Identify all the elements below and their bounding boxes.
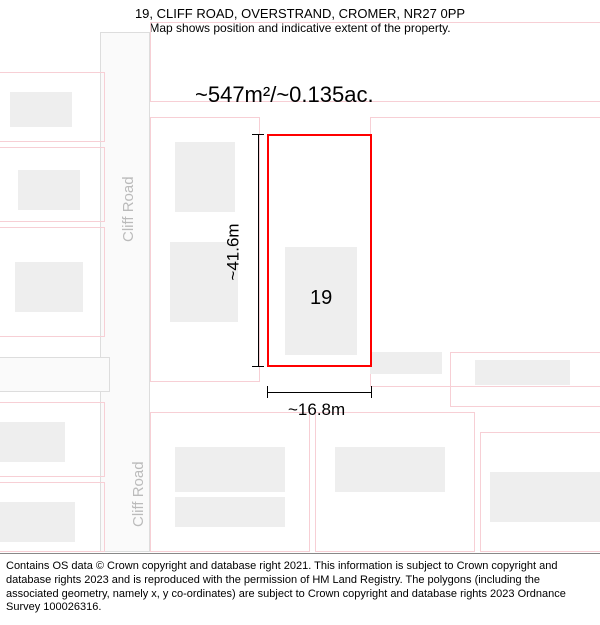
area-label: ~547m²/~0.135ac. xyxy=(195,82,374,108)
building-13 xyxy=(490,472,600,522)
dim-h-label: ~16.8m xyxy=(288,400,345,420)
building-11 xyxy=(175,497,285,527)
dim-v-label: ~41.6m xyxy=(224,223,244,280)
building-3 xyxy=(0,422,65,462)
building-2 xyxy=(15,262,83,312)
house-number: 19 xyxy=(310,287,332,310)
dim-v-cap-bottom xyxy=(252,366,264,367)
dim-h-line xyxy=(267,392,372,393)
parcel-7 xyxy=(370,117,600,387)
page-title: 19, CLIFF ROAD, OVERSTRAND, CROMER, NR27… xyxy=(10,6,590,21)
building-0 xyxy=(10,92,72,127)
road-label-0: Cliff Road xyxy=(120,176,137,242)
building-10 xyxy=(175,447,285,492)
dim-v-cap-top xyxy=(252,134,264,135)
building-5 xyxy=(175,142,235,212)
highlight-parcel xyxy=(267,134,372,367)
building-1 xyxy=(18,170,80,210)
building-8 xyxy=(370,352,442,374)
dim-h-cap-right xyxy=(371,386,372,398)
property-map: Cliff Road Cliff Road ~547m²/~0.135ac. ~41.… xyxy=(0,42,600,537)
building-12 xyxy=(335,447,445,492)
road-1 xyxy=(0,357,110,392)
dim-h-cap-left xyxy=(267,386,268,398)
building-9 xyxy=(475,360,570,385)
dim-v-line xyxy=(258,134,259,367)
copyright-footer: Contains OS data © Crown copyright and d… xyxy=(0,553,600,625)
road-label-1: Cliff Road xyxy=(130,461,147,527)
building-4 xyxy=(0,502,75,542)
